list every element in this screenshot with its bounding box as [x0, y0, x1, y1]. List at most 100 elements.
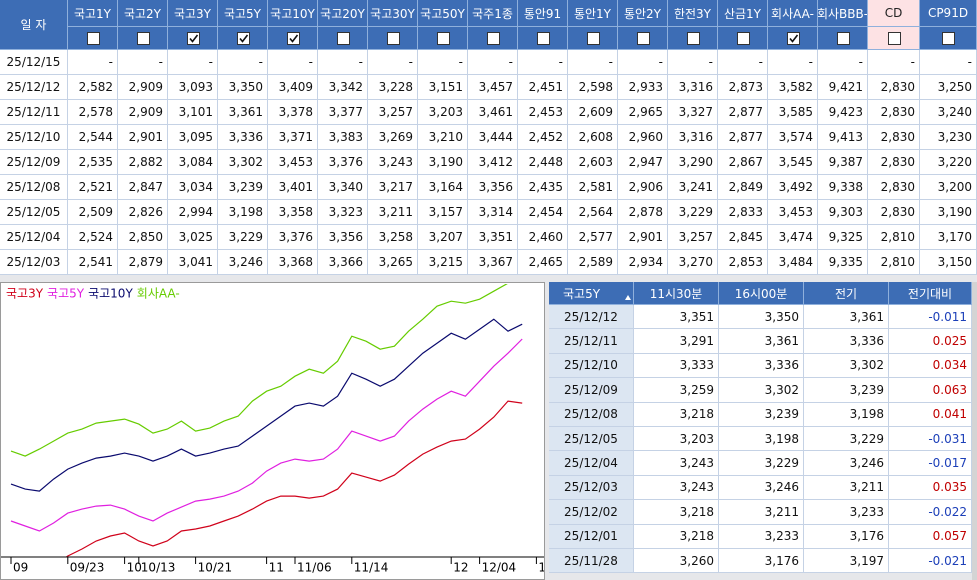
column-header: CP91D [920, 0, 977, 27]
change-cell: -0.022 [889, 500, 972, 525]
value-cell: 3,368 [268, 250, 318, 275]
value-cell: 3,246 [218, 250, 268, 275]
value-cell: 3,361 [804, 305, 889, 330]
value-cell: 3,218 [634, 500, 719, 525]
value-cell: 2,877 [718, 125, 768, 150]
x-tick-label: 10 [127, 561, 142, 575]
sort-indicator[interactable] [625, 295, 631, 300]
value-cell: 2,830 [868, 175, 920, 200]
checkbox[interactable] [186, 32, 200, 45]
series-line [65, 400, 523, 557]
date-cell: 25/12/09 [0, 150, 68, 175]
value-cell: 3,582 [768, 75, 818, 100]
checkbox[interactable] [386, 32, 400, 45]
date-cell: 25/12/04 [549, 451, 634, 476]
value-cell: 3,243 [368, 150, 418, 175]
column-header: 회사BBB- [818, 0, 868, 27]
value-cell: 2,909 [118, 75, 168, 100]
value-cell: 2,435 [518, 175, 568, 200]
column-header: 국고50Y [418, 0, 468, 27]
checkbox[interactable] [836, 32, 850, 45]
value-cell: 2,867 [718, 150, 768, 175]
checkbox[interactable] [136, 32, 150, 45]
value-cell: - [68, 50, 118, 75]
value-cell: - [218, 50, 268, 75]
value-cell: 3,453 [768, 200, 818, 225]
value-cell: 3,336 [719, 353, 804, 379]
value-cell: 3,239 [804, 378, 889, 403]
value-cell: 3,151 [418, 75, 468, 100]
value-cell: 2,465 [518, 250, 568, 275]
checkbox[interactable] [786, 32, 800, 45]
value-cell: 3,025 [168, 225, 218, 250]
value-cell: - [718, 50, 768, 75]
value-cell: 3,198 [804, 402, 889, 427]
checkbox[interactable] [86, 32, 100, 45]
value-cell: 3,239 [719, 402, 804, 427]
value-cell: 3,150 [920, 250, 977, 275]
checkbox[interactable] [486, 32, 500, 45]
value-cell: 2,535 [68, 150, 118, 175]
legend-entry: 국고10Y [88, 287, 133, 301]
checkbox[interactable] [236, 32, 250, 45]
change-cell: -0.017 [889, 451, 972, 476]
checkbox[interactable] [586, 32, 600, 45]
series-line [10, 318, 523, 492]
value-cell: 3,243 [634, 475, 719, 501]
value-cell: 9,303 [818, 200, 868, 225]
column-header: 한전3Y [668, 0, 718, 27]
legend-entry: 국고3Y [6, 287, 44, 301]
value-cell: 3,233 [719, 524, 804, 549]
checkbox[interactable] [736, 32, 750, 45]
x-tick-label: 1 [538, 561, 544, 575]
plot-area [10, 284, 523, 557]
checkbox[interactable] [536, 32, 550, 45]
checkbox[interactable] [436, 32, 450, 45]
value-cell: 2,451 [518, 75, 568, 100]
scrollbar[interactable] [972, 282, 977, 580]
value-cell: 3,340 [318, 175, 368, 200]
value-cell: - [818, 50, 868, 75]
value-cell: 3,409 [268, 75, 318, 100]
value-cell: 2,460 [518, 225, 568, 250]
value-cell: 3,170 [920, 225, 977, 250]
column-header: CD [868, 0, 920, 27]
value-cell: - [118, 50, 168, 75]
value-cell: - [268, 50, 318, 75]
checkbox[interactable] [686, 32, 700, 45]
value-cell: 3,351 [634, 305, 719, 330]
value-cell: 3,200 [920, 175, 977, 200]
checkbox[interactable] [286, 32, 300, 45]
checkbox[interactable] [636, 32, 650, 45]
checkbox[interactable] [336, 32, 350, 45]
column-header: 통안2Y [618, 0, 668, 27]
date-cell: 25/12/15 [0, 50, 68, 75]
date-cell: 25/11/28 [549, 549, 634, 574]
x-tick-label: 09 [13, 561, 28, 575]
value-cell: 3,302 [719, 378, 804, 403]
value-cell: 2,609 [568, 100, 618, 125]
value-cell: - [418, 50, 468, 75]
value-cell: 3,376 [318, 150, 368, 175]
value-cell: 3,093 [168, 75, 218, 100]
value-cell: 2,850 [118, 225, 168, 250]
value-cell: - [668, 50, 718, 75]
value-cell: 3,257 [368, 100, 418, 125]
change-cell: -0.011 [889, 305, 972, 330]
date-cell: 25/12/12 [0, 75, 68, 100]
value-cell: 2,901 [618, 225, 668, 250]
value-cell: 3,336 [804, 329, 889, 354]
column-header: 국고5Y [549, 282, 634, 305]
checkbox[interactable] [887, 32, 901, 45]
checkbox[interactable] [942, 32, 955, 45]
date-cell: 25/12/09 [549, 378, 634, 403]
value-cell: 3,190 [418, 150, 468, 175]
value-cell: 3,461 [468, 100, 518, 125]
value-cell: 2,830 [868, 75, 920, 100]
value-cell: 2,608 [568, 125, 618, 150]
value-cell: 3,333 [634, 353, 719, 379]
value-cell: 3,376 [268, 225, 318, 250]
value-cell: 9,338 [818, 175, 868, 200]
column-header: 산금1Y [718, 0, 768, 27]
